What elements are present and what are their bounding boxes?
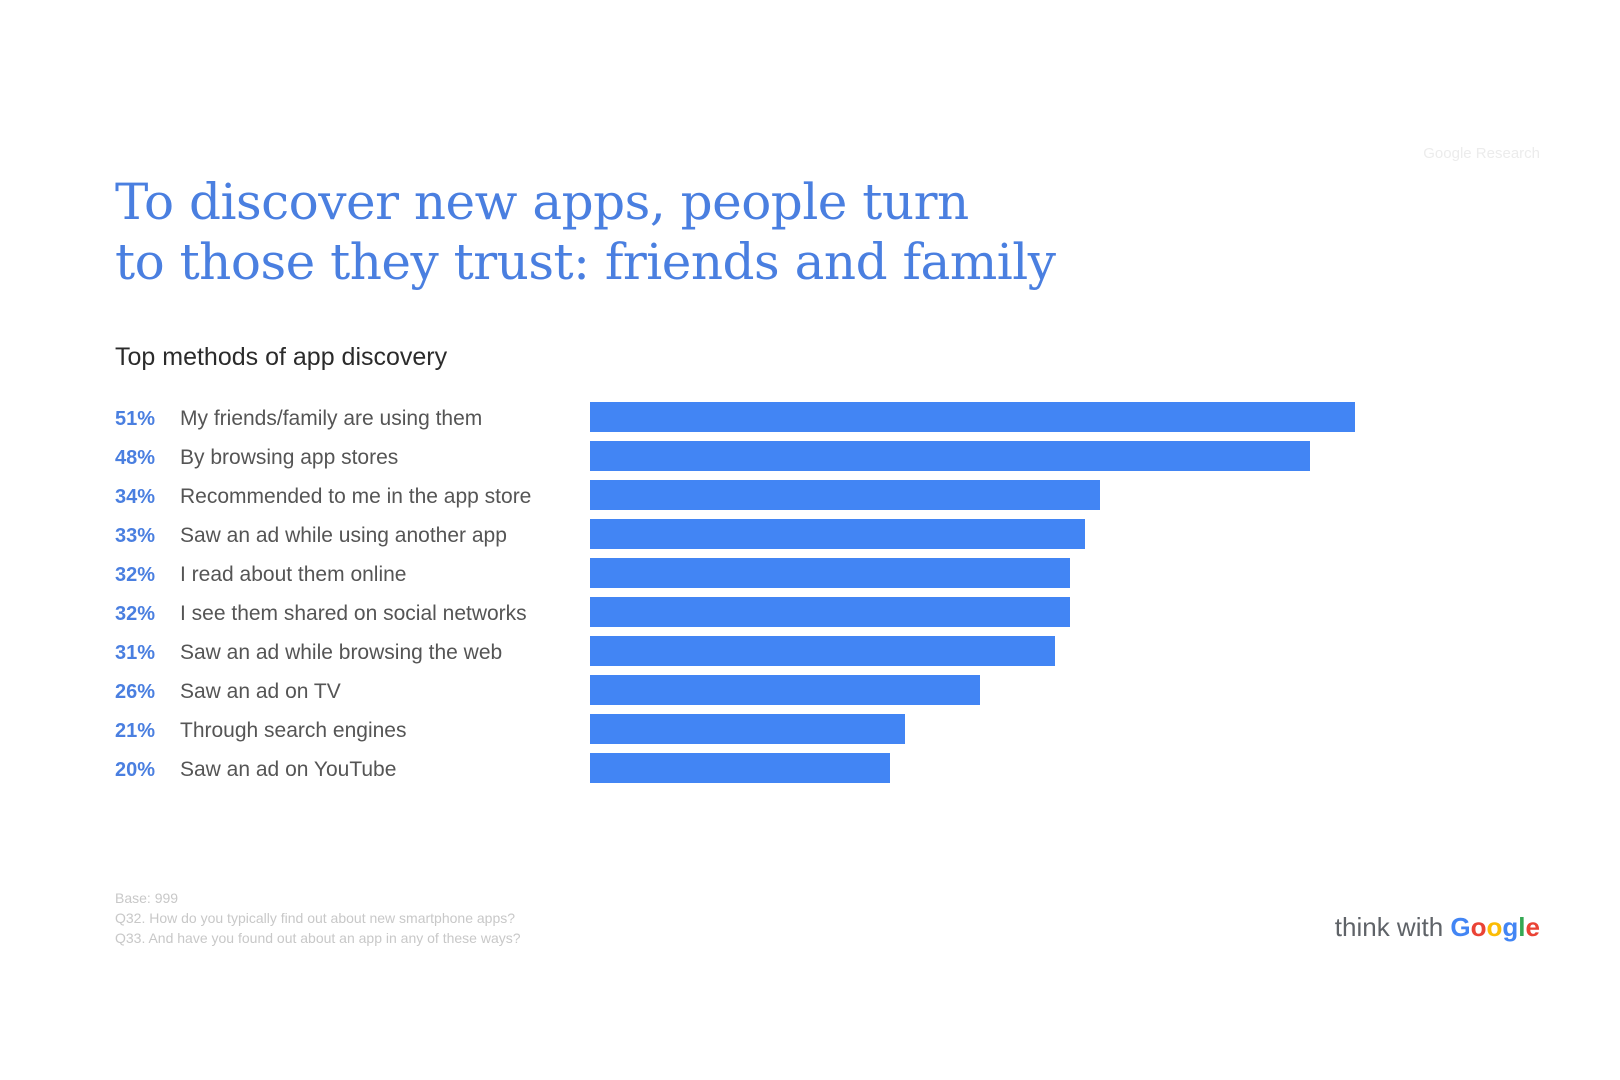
footnote-base: Base: 999 — [115, 890, 179, 906]
data-label: 21% — [115, 720, 156, 742]
bar-row: 26% Saw an ad on TV — [115, 675, 1415, 715]
title-line-1: To discover new apps, people turn — [115, 173, 969, 231]
footnote-q32: Q32. How do you typically find out about… — [115, 910, 516, 926]
data-label: 31% — [115, 642, 156, 664]
data-label: 34% — [115, 486, 156, 508]
category-label: Saw an ad on TV — [180, 680, 341, 703]
google-letter: g — [1502, 912, 1519, 942]
category-label: Recommended to me in the app store — [180, 485, 532, 508]
category-label: Saw an ad on YouTube — [180, 758, 397, 781]
bar-row: 51% My friends/family are using them — [115, 402, 1415, 442]
data-label: 33% — [115, 525, 156, 547]
think-with-google-logo: think with Google — [1335, 912, 1540, 943]
google-letter: o — [1486, 912, 1503, 942]
bar-row: 32% I see them shared on social networks — [115, 597, 1415, 637]
google-letter: e — [1525, 912, 1540, 942]
bar — [590, 480, 1100, 510]
google-letter: l — [1518, 912, 1526, 942]
bar-row: 33% Saw an ad while using another app — [115, 519, 1415, 559]
bar-row: 48% By browsing app stores — [115, 441, 1415, 481]
google-letter: G — [1450, 912, 1471, 942]
category-label: My friends/family are using them — [180, 407, 483, 430]
bar — [590, 675, 980, 705]
bar-row: 31% Saw an ad while browsing the web — [115, 636, 1415, 676]
data-label: 26% — [115, 681, 156, 703]
source-tag: Google Research — [1423, 145, 1540, 162]
brand-prefix: think with — [1334, 912, 1451, 942]
bar-chart: 51% My friends/family are using them 48% By… — [115, 402, 1415, 812]
bar — [590, 402, 1355, 432]
data-label: 32% — [115, 564, 156, 586]
bar-row: 20% Saw an ad on YouTube — [115, 753, 1415, 793]
bar-row: 32% I read about them online — [115, 558, 1415, 598]
google-wordmark: Google — [1450, 912, 1540, 942]
bar — [590, 558, 1070, 588]
category-label: Saw an ad while using another app — [180, 524, 507, 547]
google-letter: o — [1470, 912, 1487, 942]
bar — [590, 753, 890, 783]
category-label: Saw an ad while browsing the web — [180, 641, 503, 664]
category-label: I see them shared on social networks — [180, 602, 527, 625]
footnotes: Base: 999 Q32. How do you typically find… — [115, 888, 521, 948]
bar-row: 21% Through search engines — [115, 714, 1415, 754]
bar-row: 34% Recommended to me in the app store — [115, 480, 1415, 520]
data-label: 48% — [115, 447, 156, 469]
data-label: 32% — [115, 603, 156, 625]
bar — [590, 441, 1310, 471]
data-label: 51% — [115, 408, 156, 430]
title-line-2: to those they trust: friends and family — [115, 233, 1056, 291]
category-label: I read about them online — [180, 563, 407, 586]
chart-title: Top methods of app discovery — [115, 343, 448, 371]
bar — [590, 597, 1070, 627]
bar — [590, 519, 1085, 549]
footnote-q33: Q33. And have you found out about an app… — [115, 930, 521, 946]
category-label: Through search engines — [180, 719, 407, 742]
data-label: 20% — [115, 759, 156, 781]
bar — [590, 636, 1055, 666]
page-title: To discover new apps, people turn to tho… — [115, 172, 1056, 292]
bar — [590, 714, 905, 744]
category-label: By browsing app stores — [180, 446, 399, 469]
